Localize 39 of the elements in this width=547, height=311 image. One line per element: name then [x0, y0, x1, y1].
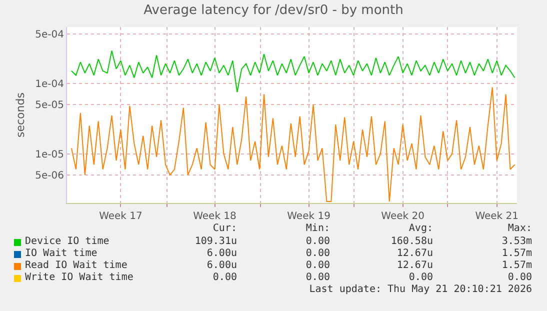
text: 0.00: [306, 260, 330, 271]
x-tick-label: Week 20: [381, 211, 424, 222]
text: 1.57m: [502, 260, 532, 271]
text: 6.00u: [206, 248, 237, 259]
y-tick-label: 1e-05: [35, 149, 64, 160]
text: 0.00: [508, 272, 532, 283]
y-tick-label: 5e-04: [35, 30, 64, 41]
text: 6.00u: [206, 260, 237, 271]
text: 0.00: [306, 248, 330, 259]
text: 0.00: [306, 272, 330, 283]
y-tick-label: 5e-05: [35, 100, 64, 112]
text: Max:: [508, 223, 532, 234]
text: Avg:: [408, 223, 433, 234]
text: 0.00: [408, 272, 433, 283]
y-tick-label: 1e-04: [35, 78, 64, 90]
legend-label: Write IO Wait time: [25, 272, 134, 283]
text: 1.57m: [502, 248, 532, 259]
line-series: [70, 50, 516, 93]
x-tick-label: Week 19: [287, 211, 330, 222]
text: 3.53m: [502, 236, 532, 247]
x-tick-label: Week 21: [475, 211, 519, 222]
legend-label: IO Wait time: [25, 248, 98, 259]
text: 0.00: [306, 236, 330, 247]
chart-title: Average latency for /dev/sr0 - by month: [144, 2, 404, 18]
text: 12.67u: [396, 248, 433, 259]
y-axis-title: seconds: [14, 92, 27, 138]
text: Cur:: [212, 223, 237, 234]
line-series: [70, 86, 516, 202]
text: 160.58u: [390, 236, 433, 247]
legend-label: Read IO Wait time: [25, 260, 128, 271]
y-tick-label: 5e-06: [35, 170, 64, 182]
text: Min:: [306, 223, 330, 234]
text: 109.31u: [194, 236, 237, 247]
x-tick-label: Week 18: [193, 211, 236, 222]
text: 12.67u: [396, 260, 433, 271]
text: Last update: Thu May 21 20:10:21 2026: [309, 284, 532, 295]
text: 0.00: [212, 272, 237, 283]
x-tick-label: Week 17: [99, 211, 142, 222]
legend-label: Device IO time: [25, 236, 110, 247]
